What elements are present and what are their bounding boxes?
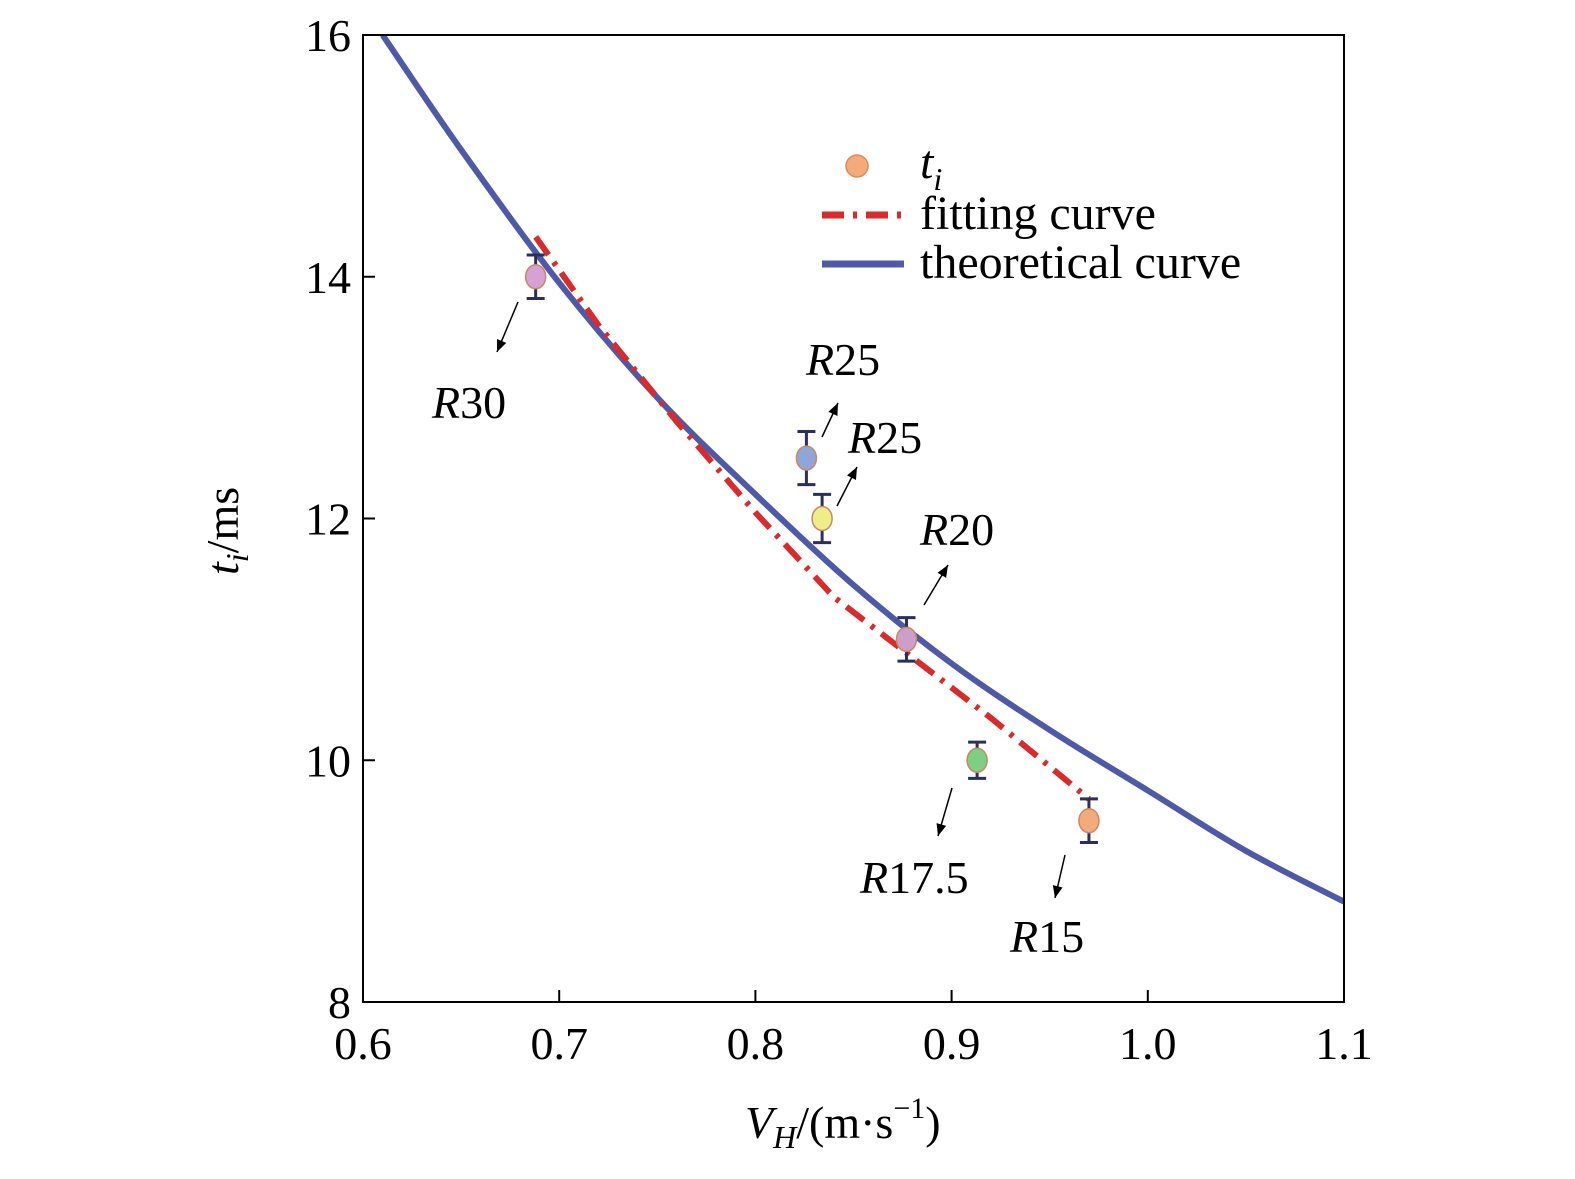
data-point <box>811 505 833 532</box>
y-tick-label: 10 <box>305 735 351 786</box>
y-tick-label: 16 <box>305 10 351 61</box>
y-tick-label: 8 <box>328 977 351 1028</box>
x-axis-title-close: ) <box>925 1097 940 1148</box>
point-annotation: R25 <box>805 334 880 385</box>
plot-layer <box>380 35 1344 905</box>
y-axis-title: ti/ms <box>197 487 255 575</box>
x-tick-label: 0.7 <box>530 1018 588 1069</box>
annotation-arrowhead <box>936 823 947 836</box>
annotation-arrowhead <box>1052 885 1063 898</box>
x-axis-title-units: /(m·s <box>796 1097 893 1148</box>
theoretical-curve <box>380 35 1344 905</box>
plot-frame <box>362 34 1345 1003</box>
legend-marker-points <box>845 154 869 178</box>
point-annotation: R17.5 <box>859 852 969 903</box>
x-tick-label: 0.9 <box>923 1018 981 1069</box>
fitting-curve <box>533 235 1091 802</box>
data-point <box>524 264 547 290</box>
annotation-arrowhead <box>828 403 838 416</box>
data-point <box>1078 807 1100 834</box>
x-tick-label: 1.0 <box>1119 1018 1177 1069</box>
x-axis-title-main: V <box>745 1097 778 1148</box>
annot-layer: R30 R25 R25 R20 R17.5 R15 <box>431 301 1084 962</box>
legend-label-fit: fitting curve <box>920 187 1156 240</box>
y-axis-title-sub: i <box>219 553 255 562</box>
y-axis-title-main: t <box>197 561 248 575</box>
x-axis-title-exp: −1 <box>893 1092 925 1125</box>
legend-label-theory: theoretical curve <box>920 236 1241 289</box>
y-tick-label: 14 <box>305 252 351 303</box>
legend-label-points: ti <box>920 136 942 197</box>
x-tick-label: 0.6 <box>334 1018 392 1069</box>
y-axis-title-units: /ms <box>197 487 248 553</box>
data-point <box>895 626 918 653</box>
point-annotation: R15 <box>1009 911 1084 962</box>
legend-label-points-main: t <box>920 136 935 189</box>
x-axis-title-sub: H <box>772 1119 798 1155</box>
point-annotation: R20 <box>919 504 994 555</box>
x-tick-label: 0.8 <box>727 1018 785 1069</box>
legend: ti fitting curve theoretical curve <box>822 136 1241 289</box>
marks-layer <box>524 253 1100 844</box>
data-point <box>966 747 988 773</box>
legend-label-points-sub: i <box>933 161 942 197</box>
x-tick-label: 1.1 <box>1315 1018 1373 1069</box>
ticks-layer: 0.6 0.7 0.8 0.9 1.0 1.1 8 10 12 14 16 <box>305 10 1373 1069</box>
y-tick-label: 12 <box>305 494 351 545</box>
annotation-arrowhead <box>847 467 857 480</box>
annotation-arrowhead <box>937 565 948 578</box>
x-axis-title: VH/(m·s−1) <box>745 1092 941 1155</box>
point-annotation: R25 <box>847 412 922 463</box>
annotation-arrowhead <box>497 339 507 352</box>
point-annotation: R30 <box>431 377 506 428</box>
data-point <box>795 445 818 471</box>
